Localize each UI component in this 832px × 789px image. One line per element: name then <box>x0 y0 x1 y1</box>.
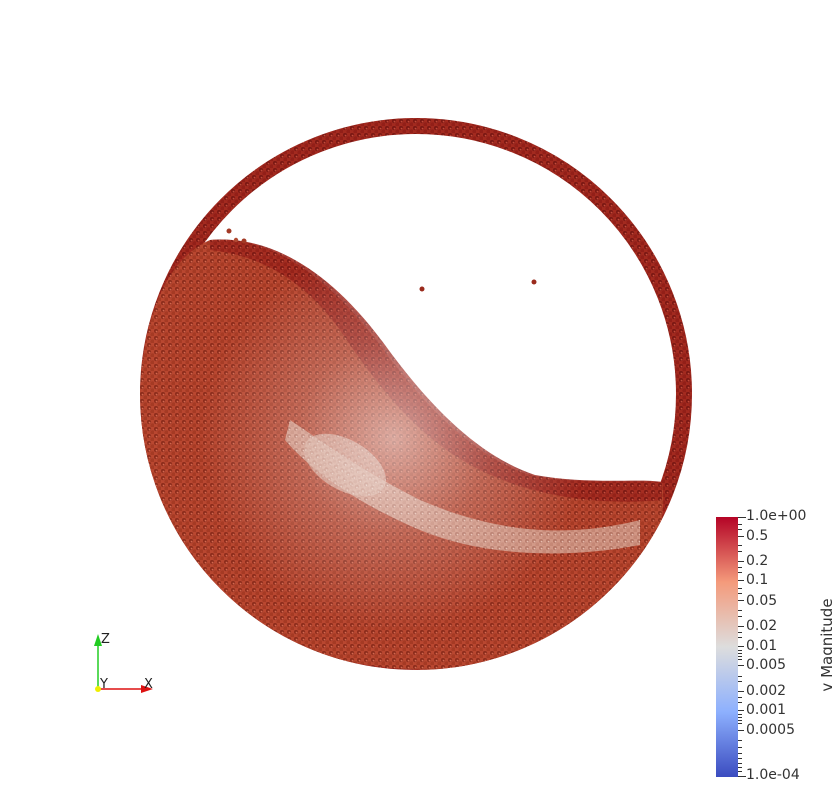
colorbar-tick <box>738 730 744 731</box>
colorbar-label-0.2: 0.2 <box>746 553 769 569</box>
colorbar-tick <box>738 626 744 627</box>
colorbar-label-0.5: 0.5 <box>746 528 769 544</box>
colorbar-label-0.05: 0.05 <box>746 593 778 609</box>
colorbar-max-label: 1.0e+00 <box>746 508 807 524</box>
colorbar-tick <box>738 536 744 537</box>
colorbar-label-0.002: 0.002 <box>746 683 787 699</box>
colorbar-tick <box>738 691 744 692</box>
colorbar-label-0.001: 0.001 <box>746 702 787 718</box>
colorbar-title: v Magnitude <box>818 598 832 691</box>
orientation-axes <box>94 634 153 693</box>
granular-bed <box>140 118 692 670</box>
x-axis-label: X <box>144 677 153 692</box>
colorbar-tick <box>738 561 744 562</box>
colorbar-label-0.005: 0.005 <box>746 657 787 673</box>
colorbar-label-0.02: 0.02 <box>746 618 778 634</box>
y-axis-label: Y <box>100 677 108 692</box>
colorbar-tick <box>738 665 744 666</box>
colorbar-label-0.1: 0.1 <box>746 572 769 588</box>
colorbar-tick <box>738 600 744 601</box>
colorbar-gradient <box>716 517 738 777</box>
colorbar-tick-max <box>738 517 746 518</box>
colorbar-min-label: 1.0e-04 <box>746 767 800 783</box>
z-axis-label: Z <box>101 632 110 647</box>
colorbar-tick <box>738 710 744 711</box>
colorbar-label-0.01: 0.01 <box>746 638 778 654</box>
colorbar-tick <box>738 646 744 647</box>
stray-particles <box>226 228 537 292</box>
colorbar-label-0.0005: 0.0005 <box>746 722 795 738</box>
colorbar-tick <box>738 580 744 581</box>
colorbar-tick-min <box>738 776 746 777</box>
